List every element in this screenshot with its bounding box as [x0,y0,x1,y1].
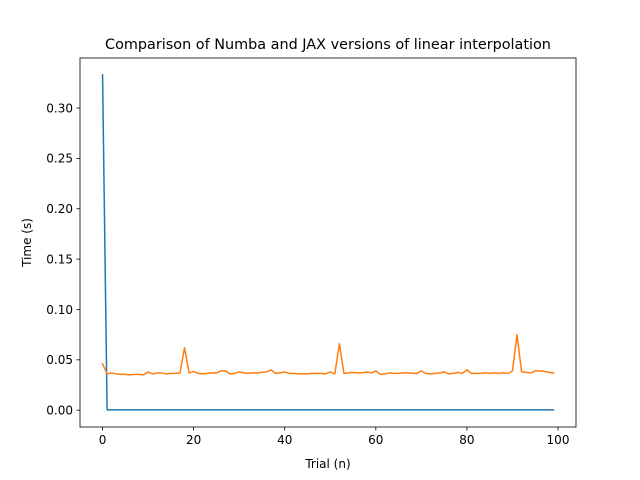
x-tick-label: 100 [547,433,570,447]
x-tick-label: 40 [277,433,292,447]
x-tick-label: 0 [99,433,107,447]
axes-frame [79,57,577,428]
y-tick-label: 0.25 [46,152,73,166]
y-tick-label: 0.00 [46,403,73,417]
series-line-2 [101,333,555,376]
y-tick-label: 0.20 [46,202,73,216]
x-axis-label: Trial (n) [304,457,350,471]
series-line-1 [101,74,555,411]
plot-area [101,74,555,411]
x-tick-label: 80 [459,433,474,447]
y-tick-label: 0.15 [46,252,73,266]
x-tick-label: 60 [368,433,383,447]
y-tick-label: 0.10 [46,303,73,317]
chart-title: Comparison of Numba and JAX versions of … [105,37,551,53]
x-axis: 0 20 40 60 80 100 [99,427,570,447]
y-axis-label: Time (s) [20,218,34,268]
x-tick-label: 20 [186,433,201,447]
y-axis: 0.00 0.05 0.10 0.15 0.20 0.25 0.30 [46,101,80,417]
y-tick-label: 0.05 [46,353,73,367]
y-tick-label: 0.30 [46,101,73,115]
